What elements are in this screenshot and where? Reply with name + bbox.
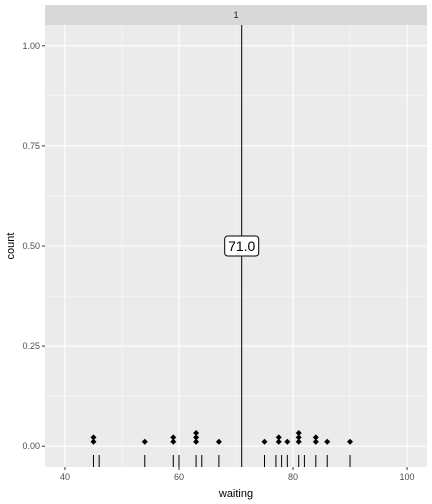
x-tick-label: 80 bbox=[288, 472, 298, 482]
dot-points bbox=[90, 429, 354, 445]
dot-point bbox=[312, 434, 319, 441]
dot-point bbox=[275, 438, 282, 445]
y-tick-label: 0.00 bbox=[22, 441, 40, 451]
y-axis-title: count bbox=[5, 233, 17, 260]
annotation-label: 71.0 bbox=[224, 235, 260, 257]
x-tick-label: 60 bbox=[174, 472, 184, 482]
dot-point bbox=[312, 438, 319, 445]
annotation-box bbox=[224, 235, 260, 257]
dot-point bbox=[284, 438, 291, 445]
dot-point bbox=[215, 438, 222, 445]
x-axis: 40 60 80 100 bbox=[60, 467, 415, 482]
dot-point bbox=[324, 438, 331, 445]
facet-strip-label: 1 bbox=[233, 10, 238, 20]
rug-marks bbox=[92, 455, 351, 467]
dot-point bbox=[170, 438, 177, 445]
x-axis-title: waiting bbox=[218, 488, 253, 500]
dot-point bbox=[295, 438, 302, 445]
annotation-text: 71.0 bbox=[228, 238, 255, 254]
dot-point bbox=[275, 434, 282, 441]
facet-strip bbox=[45, 5, 427, 25]
x-tick-label: 40 bbox=[60, 472, 70, 482]
dot-point bbox=[193, 438, 200, 445]
y-tick-label: 1.00 bbox=[22, 41, 40, 51]
y-tick-label: 0.50 bbox=[22, 241, 40, 251]
dot-point bbox=[141, 438, 148, 445]
y-tick-label: 0.75 bbox=[22, 141, 40, 151]
dot-point bbox=[90, 438, 97, 445]
dot-point bbox=[170, 434, 177, 441]
y-axis: 0.00 0.25 0.50 0.75 1.00 bbox=[22, 41, 45, 451]
y-tick-label: 0.25 bbox=[22, 341, 40, 351]
major-gridlines bbox=[45, 25, 427, 467]
dot-point bbox=[261, 438, 268, 445]
dot-point bbox=[193, 429, 200, 436]
dot-point bbox=[90, 434, 97, 441]
dot-point bbox=[295, 429, 302, 436]
x-tick-label: 100 bbox=[400, 472, 415, 482]
dot-point bbox=[193, 434, 200, 441]
dot-point bbox=[347, 438, 354, 445]
dot-point bbox=[295, 434, 302, 441]
